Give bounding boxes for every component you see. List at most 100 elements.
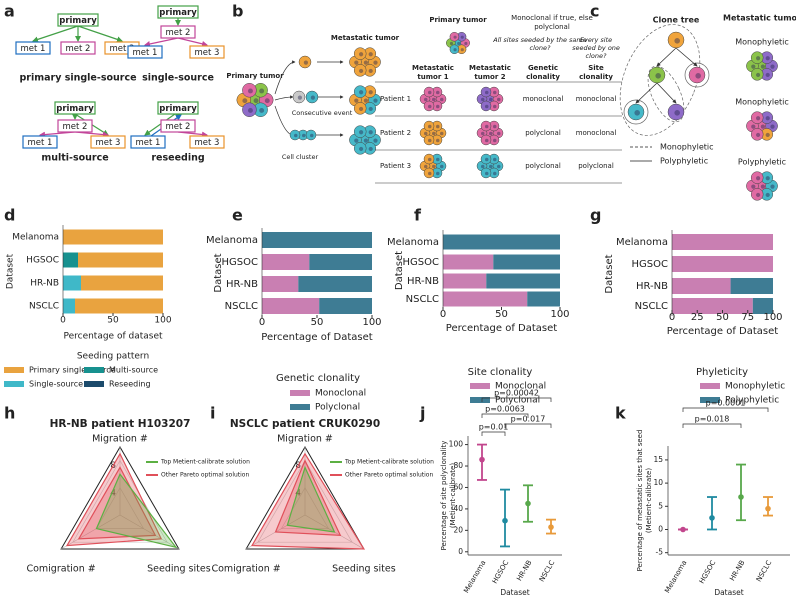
node-label: met 2 (166, 122, 191, 132)
bar-segment (672, 256, 773, 272)
nucleus (453, 35, 457, 39)
x-tick-label: HR-NB (515, 559, 533, 583)
cell (750, 171, 764, 184)
spoke (119, 514, 180, 550)
x-tick-label: 100 (362, 317, 381, 328)
cell (667, 103, 685, 121)
arrow (274, 60, 296, 95)
node-box (57, 119, 93, 133)
nucleus (440, 97, 444, 102)
category-label: Melanoma (12, 233, 59, 243)
category-label: HGSOC (403, 257, 439, 268)
x-tick-label: HR-NB (728, 559, 746, 583)
y-tick-label: 10 (653, 478, 663, 487)
cell (449, 31, 460, 42)
nucleus (440, 131, 444, 136)
category-label: Melanoma (387, 237, 439, 248)
category-label: HR-NB (30, 279, 59, 289)
cell (353, 142, 367, 155)
cell (750, 51, 764, 64)
cell (305, 129, 317, 141)
bar-segment (443, 273, 487, 289)
column-header: clonality (526, 73, 560, 81)
cell (423, 120, 435, 132)
nucleus (765, 56, 770, 61)
y-tick-label: 100 (449, 440, 464, 449)
nucleus (373, 138, 378, 143)
nucleus (354, 60, 359, 65)
panel-label: i (210, 404, 215, 423)
node-label: met 2 (66, 44, 91, 54)
nucleus (248, 107, 253, 113)
frame (245, 446, 365, 550)
bar-segment (262, 254, 310, 270)
solution (274, 459, 342, 537)
y-axis-label: Percentage of metastatic sites that seed (636, 430, 644, 572)
edge (144, 113, 176, 136)
cell (353, 85, 367, 98)
heading: Metastatic tumor (331, 34, 400, 42)
bracket (504, 423, 552, 428)
category-label: Melanoma (616, 237, 668, 248)
cell (750, 188, 764, 201)
x-tick-label: HGSOC (698, 559, 718, 585)
nucleus (359, 90, 364, 95)
spoke (60, 514, 121, 550)
cell (242, 102, 257, 117)
cell (353, 102, 367, 115)
nucleus (428, 138, 432, 143)
r-tick-label: 4 (295, 488, 301, 498)
legend-title: Phyleticity (696, 367, 748, 378)
cell (423, 100, 435, 112)
nucleus (485, 90, 489, 95)
y-tick-label: 40 (453, 504, 463, 513)
nucleus (770, 64, 775, 69)
node-label: met 3 (96, 138, 121, 148)
node-box (160, 25, 196, 39)
nucleus (493, 157, 497, 162)
solution (65, 452, 163, 547)
nucleus (489, 97, 493, 102)
cell (353, 64, 367, 77)
y-axis-label: (Metient-calibrate) (645, 468, 653, 533)
nucleus (765, 116, 770, 121)
arrow (274, 105, 294, 137)
tumor-label: Monophyletic (735, 38, 789, 47)
nucleus (765, 176, 770, 181)
nucleus (655, 73, 661, 79)
bar-segment (443, 234, 560, 250)
category-label: Melanoma (206, 235, 258, 246)
dashed-group (647, 65, 685, 123)
nucleus (460, 48, 464, 52)
node-label: met 2 (166, 28, 191, 38)
nucleus (368, 106, 373, 112)
nucleus (436, 104, 440, 109)
y-tick-label: -5 (656, 548, 664, 557)
legend-title: Site clonality (468, 367, 533, 378)
edge (77, 25, 123, 43)
bracket (481, 413, 529, 418)
nucleus (493, 138, 497, 143)
nucleus (354, 138, 359, 143)
panel-label: h (4, 404, 15, 423)
category-label: HR-NB (636, 281, 668, 292)
category-label: NSCLC (406, 294, 439, 305)
nucleus (756, 56, 761, 61)
node-box (189, 135, 225, 149)
panel-label: g (590, 206, 601, 225)
y-tick-label: 80 (453, 461, 463, 470)
row-label: Patient 3 (380, 162, 411, 170)
node-label: met 1 (28, 138, 53, 148)
tumor-label: Polyphyletic (738, 158, 786, 167)
cell (353, 47, 367, 60)
nucleus (481, 97, 485, 102)
node-label: met 1 (136, 138, 161, 148)
bar-segment (309, 254, 372, 270)
bar-segment (672, 298, 753, 314)
bar-segment (752, 298, 773, 314)
cell-text: monoclonal (576, 95, 617, 103)
x-tick-label: 0 (60, 316, 66, 326)
category-label: HGSOC (222, 257, 258, 268)
